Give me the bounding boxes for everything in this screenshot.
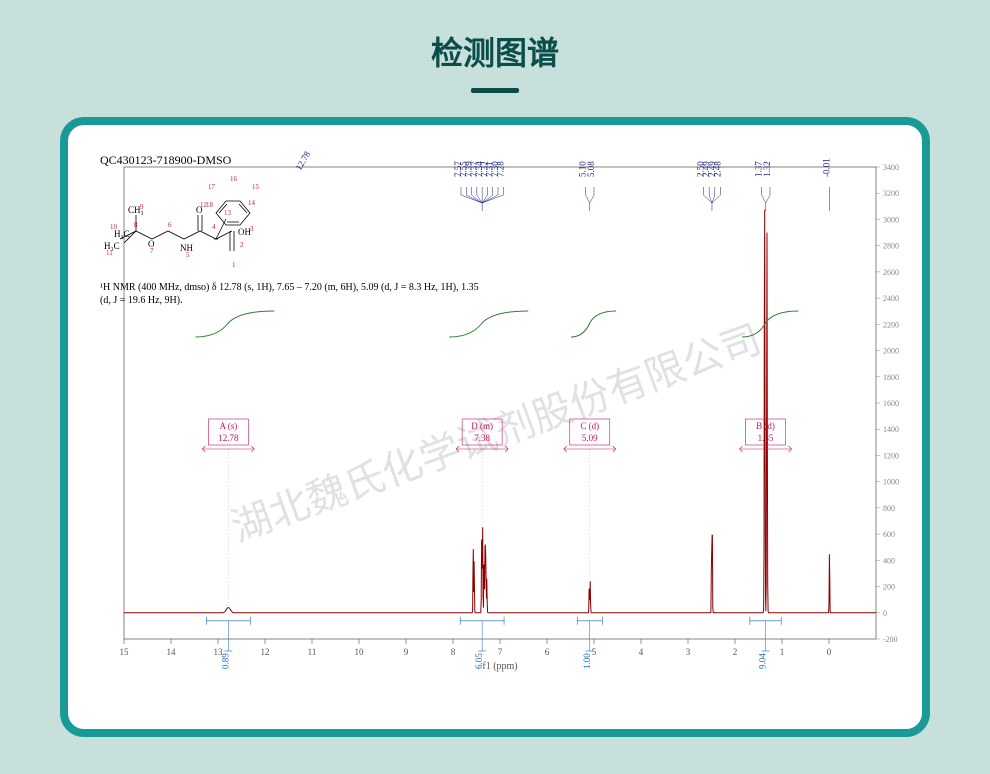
svg-text:5.08: 5.08 bbox=[586, 161, 596, 177]
svg-text:1.35: 1.35 bbox=[758, 433, 774, 443]
svg-text:1: 1 bbox=[780, 647, 785, 657]
svg-text:D (m): D (m) bbox=[471, 421, 493, 431]
svg-text:2800: 2800 bbox=[883, 242, 899, 251]
svg-text:6: 6 bbox=[545, 647, 550, 657]
svg-text:1.32: 1.32 bbox=[762, 161, 772, 177]
svg-text:1200: 1200 bbox=[883, 451, 899, 460]
svg-text:-0.01: -0.01 bbox=[821, 158, 831, 177]
svg-text:1000: 1000 bbox=[883, 478, 899, 487]
svg-text:15: 15 bbox=[120, 647, 130, 657]
svg-text:4: 4 bbox=[639, 647, 644, 657]
svg-text:1800: 1800 bbox=[883, 373, 899, 382]
svg-text:1600: 1600 bbox=[883, 399, 899, 408]
svg-text:C (d): C (d) bbox=[580, 421, 599, 431]
svg-text:1400: 1400 bbox=[883, 425, 899, 434]
svg-text:7.28: 7.28 bbox=[495, 161, 505, 177]
svg-text:0: 0 bbox=[827, 647, 832, 657]
svg-text:200: 200 bbox=[883, 583, 895, 592]
svg-text:2600: 2600 bbox=[883, 268, 899, 277]
svg-text:2000: 2000 bbox=[883, 347, 899, 356]
svg-text:-200: -200 bbox=[883, 635, 898, 644]
svg-text:12: 12 bbox=[261, 647, 270, 657]
svg-text:5.09: 5.09 bbox=[582, 433, 598, 443]
svg-text:11: 11 bbox=[308, 647, 317, 657]
svg-text:3200: 3200 bbox=[883, 189, 899, 198]
svg-text:0: 0 bbox=[883, 609, 887, 618]
spectrum-frame: QC430123-718900-DMSO NH CH₃ H₃C H₃C bbox=[60, 117, 930, 737]
svg-text:6.05: 6.05 bbox=[474, 653, 484, 669]
svg-text:9.04: 9.04 bbox=[758, 653, 768, 669]
svg-text:2: 2 bbox=[733, 647, 738, 657]
svg-text:800: 800 bbox=[883, 504, 895, 513]
svg-text:3400: 3400 bbox=[883, 163, 899, 172]
svg-text:7.38: 7.38 bbox=[474, 433, 490, 443]
svg-text:12.78: 12.78 bbox=[218, 433, 239, 443]
svg-text:9: 9 bbox=[404, 647, 409, 657]
svg-text:12.78: 12.78 bbox=[293, 149, 312, 172]
svg-text:f1 (ppm): f1 (ppm) bbox=[482, 661, 517, 672]
svg-text:B (d): B (d) bbox=[756, 421, 775, 431]
svg-text:14: 14 bbox=[167, 647, 177, 657]
svg-text:600: 600 bbox=[883, 530, 895, 539]
svg-text:A (s): A (s) bbox=[219, 421, 237, 431]
svg-text:2200: 2200 bbox=[883, 320, 899, 329]
svg-text:5: 5 bbox=[592, 647, 597, 657]
svg-text:7: 7 bbox=[498, 647, 503, 657]
svg-text:3000: 3000 bbox=[883, 215, 899, 224]
svg-text:10: 10 bbox=[355, 647, 365, 657]
svg-text:1.00: 1.00 bbox=[582, 653, 592, 669]
svg-text:400: 400 bbox=[883, 556, 895, 565]
svg-text:2400: 2400 bbox=[883, 294, 899, 303]
svg-text:3: 3 bbox=[686, 647, 691, 657]
title-underline bbox=[471, 88, 519, 93]
svg-text:8: 8 bbox=[451, 647, 456, 657]
spectrum-svg: -200020040060080010001200140016001800200… bbox=[86, 149, 916, 709]
svg-text:0.89: 0.89 bbox=[220, 653, 230, 669]
page-title: 检测图谱 bbox=[0, 0, 990, 74]
svg-text:2.48: 2.48 bbox=[712, 161, 722, 177]
nmr-chart: QC430123-718900-DMSO NH CH₃ H₃C H₃C bbox=[86, 149, 904, 711]
